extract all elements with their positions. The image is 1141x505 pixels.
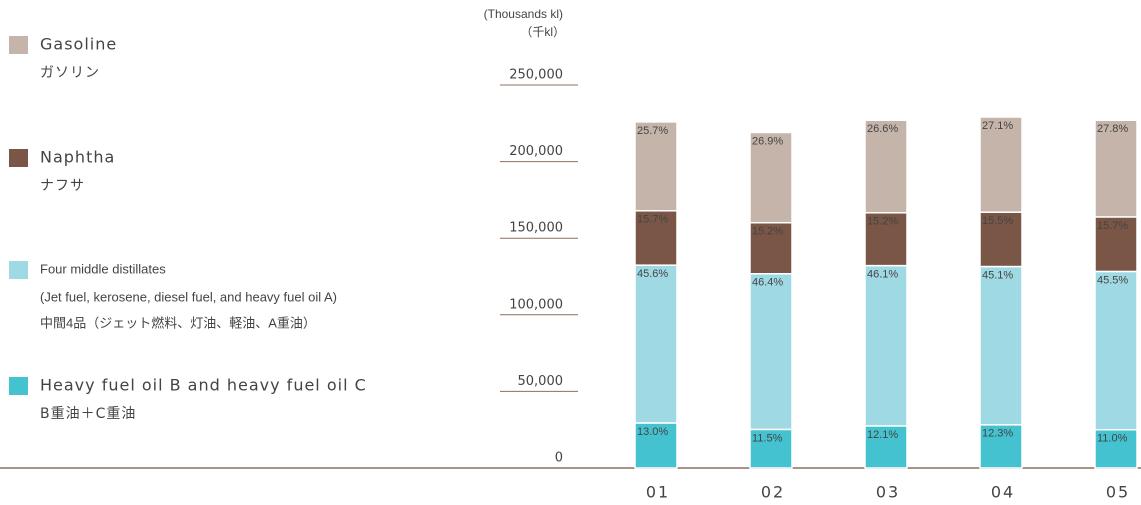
segment-label: 45.5% [1097,274,1128,286]
bar-segment [749,131,793,224]
legend-swatch [9,261,28,279]
y-tick-label: 150,000 [509,221,563,236]
legend-description: 中間4品（ジェット燃料、灯油、軽油、A重油） [40,315,316,330]
legend-description: ガソリン [40,65,100,81]
segment-label: 15.2% [867,216,898,228]
bar-segment [979,424,1023,469]
bar-segment [979,211,1023,268]
legend-swatch [9,377,28,395]
y-tick-label: 250,000 [509,68,563,83]
segment-label: 45.6% [637,268,668,280]
segment-label: 15.5% [982,215,1013,227]
bar-segment [1094,428,1138,469]
segment-label: 11.0% [1097,433,1128,445]
bar-segment [864,212,908,267]
segment-label: 15.7% [637,214,668,226]
x-tick-label: 05 [1106,483,1130,502]
bar-segment [749,221,793,275]
bar-segment [1094,119,1138,218]
segment-label: 15.7% [1097,220,1128,232]
segment-label: 27.1% [982,120,1013,132]
bar-segment [634,264,678,424]
bar-segment [634,121,678,212]
segment-label: 45.1% [982,269,1013,281]
y-tick-label: 100,000 [509,297,563,312]
legend-label: Gasoline [40,35,117,54]
bar-segment [979,265,1023,426]
bar-segment [1094,216,1138,273]
segment-label: 46.4% [752,277,783,289]
bar-segment [749,272,793,431]
segment-label: 25.7% [637,125,668,137]
x-tick-label: 02 [761,483,785,502]
x-tick-label: 04 [991,483,1015,502]
segment-label: 12.3% [982,428,1013,440]
legend-swatch [9,149,28,167]
segment-label: 15.2% [752,226,783,238]
legend-description: B重油＋C重油 [40,406,136,422]
y-tick-label: 0 [555,451,563,466]
bar-segment [634,210,678,266]
legend-label: Heavy fuel oil B and heavy fuel oil C [40,376,367,395]
bar-segment [979,116,1023,213]
segment-label: 26.6% [867,123,898,135]
segment-label: 11.5% [752,432,783,444]
segment-label: 12.1% [867,429,898,441]
unit-label: （千kl） [520,25,565,39]
bar-segment [1094,270,1138,431]
legend-label: Naphtha [40,148,115,167]
segment-label: 26.9% [752,135,783,147]
legend-description: ナフサ [40,178,85,194]
legend-label: Four middle distillates [40,261,166,276]
y-tick-label: 200,000 [509,144,563,159]
segment-label: 13.0% [637,426,668,438]
bar-segment [864,119,908,214]
unit-label: (Thousands kl) [484,7,563,21]
x-tick-label: 03 [876,483,900,502]
legend-description: (Jet fuel, kerosene, diesel fuel, and he… [40,289,337,304]
segment-label: 46.1% [867,269,898,281]
x-tick-label: 01 [646,483,670,502]
bar-segment [864,425,908,469]
y-tick-label: 50,000 [518,374,564,389]
legend-swatch [9,36,28,54]
bar-segment [864,264,908,427]
segment-label: 27.8% [1097,123,1128,135]
